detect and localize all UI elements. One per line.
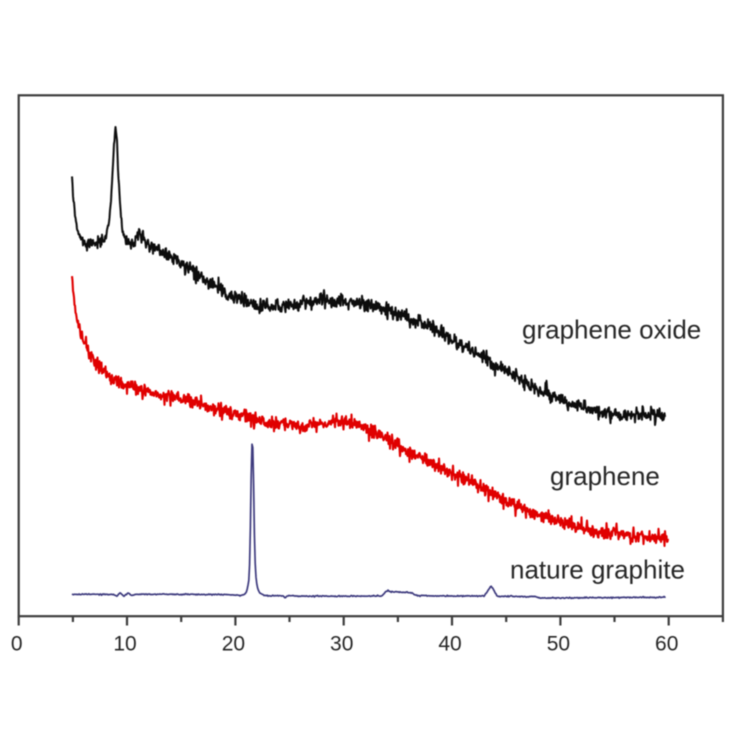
svg-text:graphene oxide: graphene oxide [522,315,701,345]
svg-text:30: 30 [330,633,353,656]
svg-text:graphene: graphene [550,461,660,491]
svg-text:nature graphite: nature graphite [510,555,685,585]
svg-text:50: 50 [547,633,570,656]
svg-text:10: 10 [113,633,136,656]
svg-text:20: 20 [222,633,245,656]
svg-text:40: 40 [438,633,461,656]
svg-text:0: 0 [11,633,23,656]
svg-text:60: 60 [655,633,678,656]
